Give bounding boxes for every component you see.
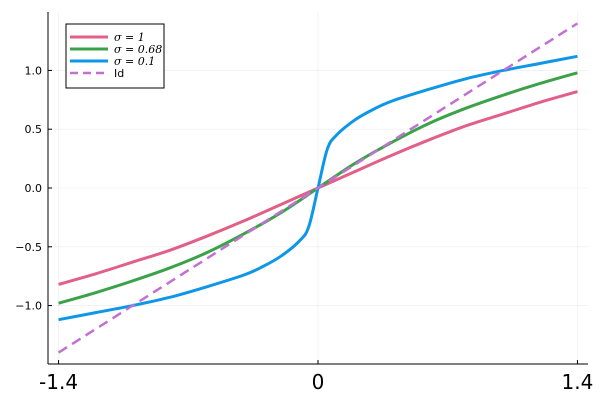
y-tick-label: 1.0 [25, 64, 43, 77]
series-lines [57, 22, 579, 354]
y-ticks: 1.0 0.5 0.0 −0.5 −1.0 [15, 64, 52, 313]
legend-box [65, 23, 165, 89]
y-tick-label: 0.0 [25, 182, 43, 195]
y-tick-label: −0.5 [15, 241, 42, 254]
x-tick-label: 0 [312, 370, 325, 394]
legend: σ = 1σ = 0.68σ = 0.1Id [65, 23, 165, 89]
x-ticks: -1.4 0 1.4 [39, 360, 593, 394]
legend-label-0: σ = 1 [114, 31, 145, 44]
legend-items: σ = 1σ = 0.68σ = 0.1Id [70, 31, 162, 80]
x-tick-label: 1.4 [562, 370, 594, 394]
legend-label-2: σ = 0.1 [114, 55, 155, 68]
series-line-3 [57, 22, 579, 354]
y-tick-label: 0.5 [25, 123, 43, 136]
legend-label-3: Id [114, 67, 124, 80]
legend-label-1: σ = 0.68 [114, 43, 162, 56]
x-tick-label: -1.4 [39, 370, 78, 394]
y-tick-label: −1.0 [15, 300, 42, 313]
